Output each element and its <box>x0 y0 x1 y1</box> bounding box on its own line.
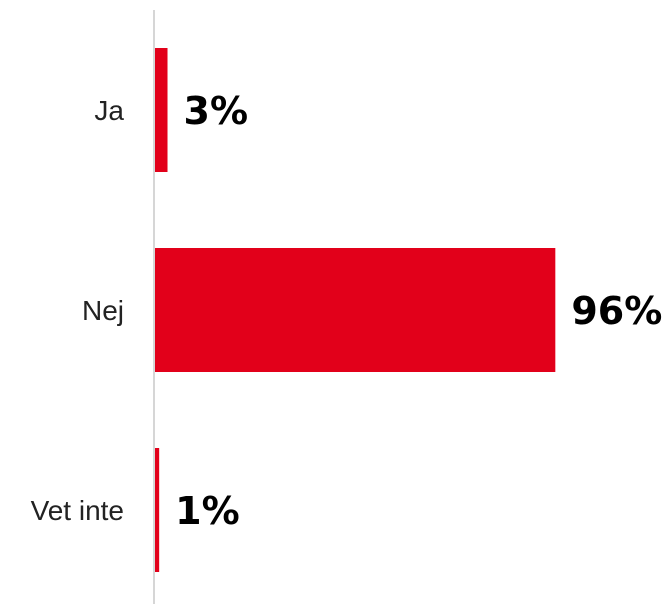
bar-vet-inte <box>155 448 160 572</box>
bar-ja <box>155 48 168 172</box>
bars-layer: Ja 3% Nej 96% Vet inte 1% <box>31 48 662 572</box>
category-label: Nej <box>82 295 124 326</box>
value-label: 96% <box>571 289 662 333</box>
category-label: Vet inte <box>31 495 124 526</box>
value-label: 1% <box>175 489 240 533</box>
bar-nej <box>155 248 556 372</box>
category-label: Ja <box>94 95 124 126</box>
value-label: 3% <box>184 89 249 133</box>
